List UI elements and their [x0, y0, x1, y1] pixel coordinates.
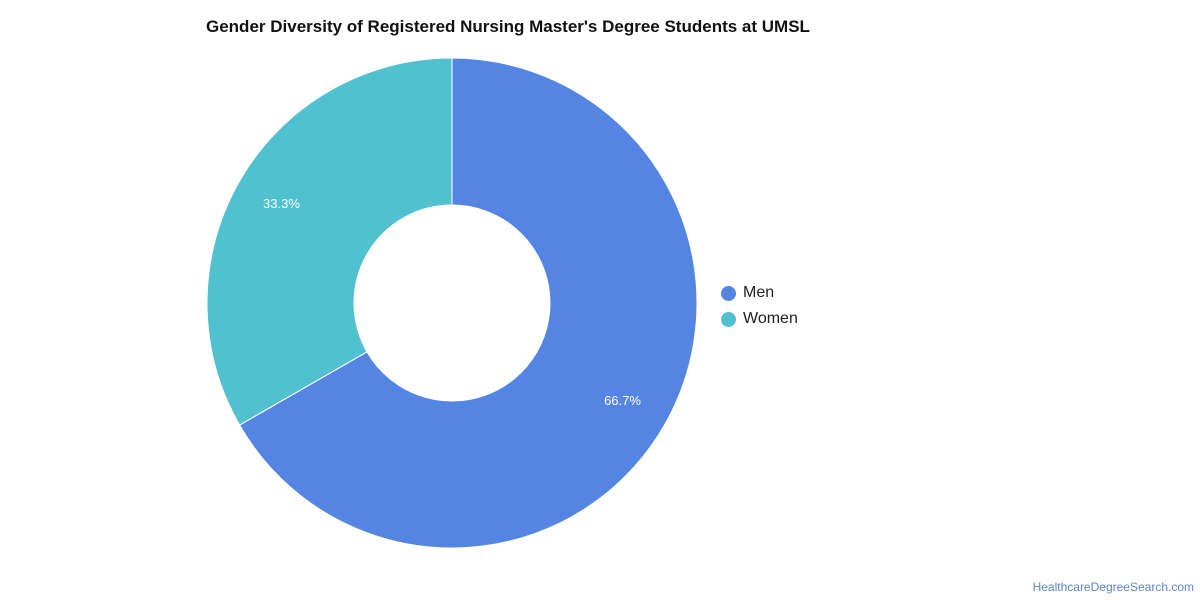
legend-item-women[interactable]: Women	[721, 306, 798, 332]
slice-men[interactable]	[238, 57, 698, 549]
legend-swatch-women	[721, 311, 736, 327]
source-link[interactable]: HealthcareDegreeSearch.com	[1032, 580, 1194, 594]
chart-title: Gender Diversity of Registered Nursing M…	[206, 17, 810, 36]
legend-label-women: Women	[743, 310, 798, 327]
legend-swatch-men	[721, 285, 736, 301]
legend-item-men[interactable]: Men	[721, 280, 798, 306]
legend-label-men: Men	[743, 284, 775, 301]
data-label-men: 66.7%	[604, 393, 641, 408]
chart-legend: Men Women	[721, 280, 798, 332]
data-label-women: 33.3%	[263, 196, 300, 211]
slice-women[interactable]	[206, 57, 453, 426]
